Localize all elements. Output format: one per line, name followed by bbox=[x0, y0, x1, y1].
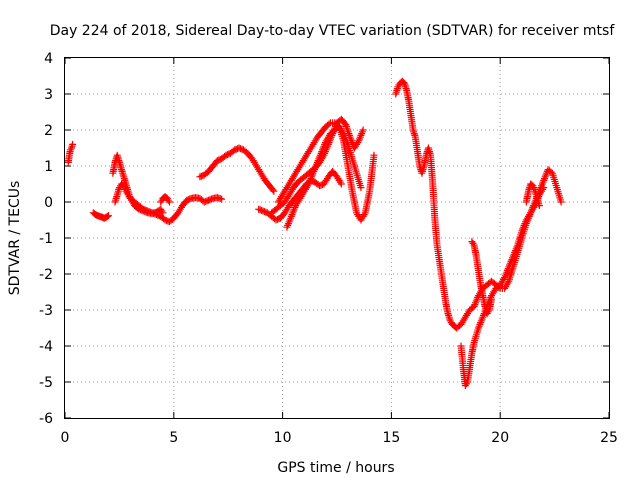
data-point bbox=[337, 180, 345, 188]
x-axis-title: GPS time / hours bbox=[277, 460, 394, 476]
data-point bbox=[218, 195, 226, 203]
y-axis-title: SDTVAR / TECUs bbox=[7, 181, 23, 296]
data-point bbox=[357, 184, 365, 192]
data-point bbox=[165, 198, 173, 206]
data-point bbox=[370, 151, 378, 159]
data-point bbox=[535, 202, 543, 210]
y-tick-label: -4 bbox=[39, 339, 53, 355]
grid-layer bbox=[65, 58, 609, 418]
x-tick-label: 20 bbox=[491, 430, 509, 446]
data-point bbox=[269, 186, 277, 194]
series-seg8 bbox=[274, 119, 378, 224]
data-point bbox=[487, 295, 495, 303]
data-point bbox=[159, 209, 167, 217]
series-seg2 bbox=[89, 209, 113, 222]
data-point bbox=[270, 187, 278, 195]
x-tick-label: 0 bbox=[61, 430, 70, 446]
x-tick-label: 15 bbox=[382, 430, 400, 446]
series-seg1 bbox=[64, 140, 77, 166]
tick-layer: -6 -5 -4 -3 -2 -1 0 1 2 3 4 0 5 10 15 20 25 bbox=[39, 51, 618, 446]
x-tick-label: 10 bbox=[274, 430, 292, 446]
data-point bbox=[69, 140, 77, 148]
y-tick-label: 0 bbox=[44, 195, 53, 211]
points-layer bbox=[64, 77, 565, 390]
y-tick-label: -3 bbox=[39, 303, 53, 319]
data-point bbox=[540, 184, 548, 192]
y-tick-label: 2 bbox=[44, 123, 53, 139]
data-point bbox=[325, 120, 333, 128]
data-point bbox=[557, 198, 565, 206]
y-tick-label: -1 bbox=[39, 231, 53, 247]
chart-title: Day 224 of 2018, Sidereal Day-to-day VTE… bbox=[50, 23, 616, 39]
data-point bbox=[469, 239, 477, 247]
series-seg10 bbox=[268, 115, 367, 217]
series-seg13 bbox=[468, 238, 495, 318]
series-seg5 bbox=[157, 193, 173, 206]
y-tick-label: 4 bbox=[44, 51, 53, 67]
data-point bbox=[103, 212, 111, 220]
series-seg4 bbox=[111, 180, 226, 226]
x-tick-label: 5 bbox=[169, 430, 178, 446]
y-tick-label: 3 bbox=[44, 87, 53, 103]
y-tick-label: 1 bbox=[44, 159, 53, 175]
data-point bbox=[105, 212, 113, 220]
series-seg14 bbox=[522, 180, 543, 210]
plot-frame bbox=[64, 57, 610, 419]
y-tick-label: -2 bbox=[39, 267, 53, 283]
y-tick-label: -5 bbox=[39, 375, 53, 391]
data-point bbox=[359, 126, 367, 134]
data-point bbox=[341, 119, 349, 127]
series-seg9 bbox=[283, 122, 365, 231]
series-seg6 bbox=[196, 144, 278, 195]
y-tick-label: -6 bbox=[39, 411, 53, 427]
x-tick-label: 25 bbox=[600, 430, 618, 446]
